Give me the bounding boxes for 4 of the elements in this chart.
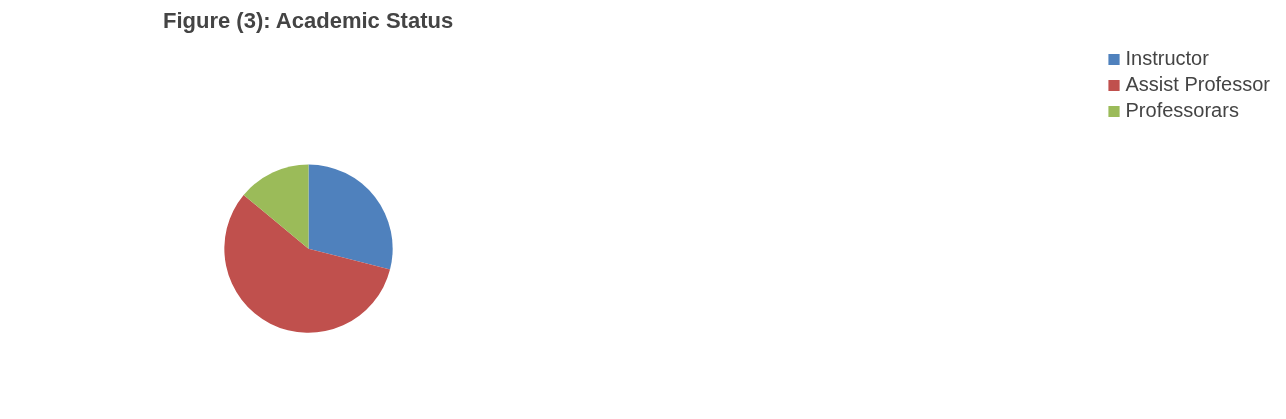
legend-label: Instructor — [1125, 47, 1209, 70]
legend-label: Assist Professor — [1125, 73, 1270, 96]
chart-title: Figure (3): Academic Status — [163, 7, 454, 33]
legend-label: Professorars — [1125, 99, 1239, 122]
